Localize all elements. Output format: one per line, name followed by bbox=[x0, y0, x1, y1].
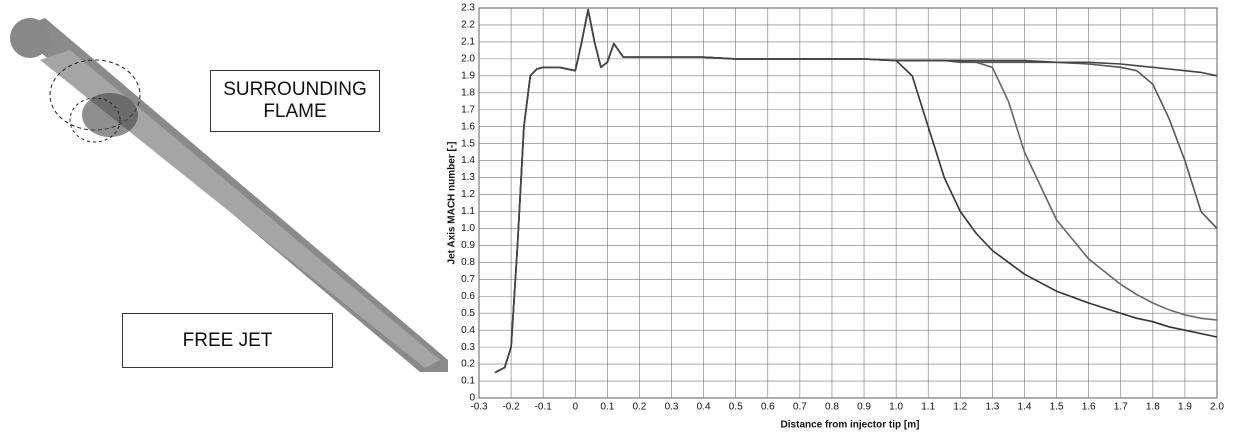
y-tick-label: 1.3 bbox=[461, 172, 475, 183]
y-tick-label: 2.2 bbox=[461, 20, 475, 31]
y-tick-label: 1.8 bbox=[461, 87, 475, 98]
y-tick-label: 1.9 bbox=[461, 70, 475, 81]
x-tick-label: 0 bbox=[572, 402, 578, 413]
x-tick-label: 1.3 bbox=[985, 402, 999, 413]
y-tick-label: 1.4 bbox=[461, 155, 475, 166]
x-tick-label: 1.8 bbox=[1146, 402, 1160, 413]
x-tick-label: 0.5 bbox=[729, 402, 743, 413]
y-tick-label: 0.6 bbox=[461, 291, 475, 302]
y-tick-label: 0.5 bbox=[461, 308, 475, 319]
y-tick-label: 0.2 bbox=[461, 359, 475, 370]
y-tick-label: 1.6 bbox=[461, 121, 475, 132]
x-axis-title: Distance from injector tip [m] bbox=[781, 420, 920, 431]
x-tick-label: 1.0 bbox=[889, 402, 903, 413]
jet-image bbox=[10, 18, 448, 372]
y-tick-label: 0.8 bbox=[461, 257, 475, 268]
y-tick-label: 2.0 bbox=[461, 54, 475, 65]
y-tick-label: 2.1 bbox=[461, 37, 475, 48]
x-tick-label: 0.6 bbox=[761, 402, 775, 413]
x-tick-label: 1.6 bbox=[1082, 402, 1096, 413]
y-tick-label: 1.2 bbox=[461, 189, 475, 200]
x-tick-label: 0.4 bbox=[697, 402, 711, 413]
y-tick-label: 0.3 bbox=[461, 342, 475, 353]
flame-label: SURROUNDING FLAME bbox=[210, 70, 380, 132]
y-tick-label: 0.7 bbox=[461, 274, 475, 285]
x-tick-label: 0.8 bbox=[825, 402, 839, 413]
y-tick-label: 0.1 bbox=[461, 376, 475, 387]
y-tick-label: 2.3 bbox=[461, 3, 475, 14]
x-tick-label: 0.1 bbox=[600, 402, 614, 413]
x-tick-label: -0.2 bbox=[502, 402, 520, 413]
x-tick-label: 0.9 bbox=[857, 402, 871, 413]
y-tick-label: 1.7 bbox=[461, 104, 475, 115]
x-tick-label: 1.2 bbox=[953, 402, 967, 413]
y-tick-label: 0.9 bbox=[461, 240, 475, 251]
y-axis-title: Jet Axis MACH number [-] bbox=[447, 142, 458, 265]
y-tick-label: 1.5 bbox=[461, 138, 475, 149]
x-tick-label: 1.7 bbox=[1114, 402, 1128, 413]
x-tick-label: -0.3 bbox=[470, 402, 488, 413]
y-tick-label: 0 bbox=[469, 393, 475, 404]
x-tick-label: 0.7 bbox=[793, 402, 807, 413]
jet-label: FREE JET bbox=[122, 313, 333, 368]
y-tick-label: 1.1 bbox=[461, 206, 475, 217]
x-tick-label: 1.1 bbox=[921, 402, 935, 413]
series-line bbox=[494, 8, 1218, 374]
x-tick-label: 0.2 bbox=[632, 402, 646, 413]
x-tick-label: 2.0 bbox=[1210, 402, 1224, 413]
x-tick-label: 1.9 bbox=[1178, 402, 1192, 413]
x-tick-label: 1.5 bbox=[1050, 402, 1064, 413]
x-tick-label: 1.4 bbox=[1018, 402, 1032, 413]
x-tick-label: 0.3 bbox=[665, 402, 679, 413]
x-tick-label: -0.1 bbox=[535, 402, 553, 413]
y-tick-label: 1.0 bbox=[461, 223, 475, 234]
y-tick-label: 0.4 bbox=[461, 325, 475, 336]
